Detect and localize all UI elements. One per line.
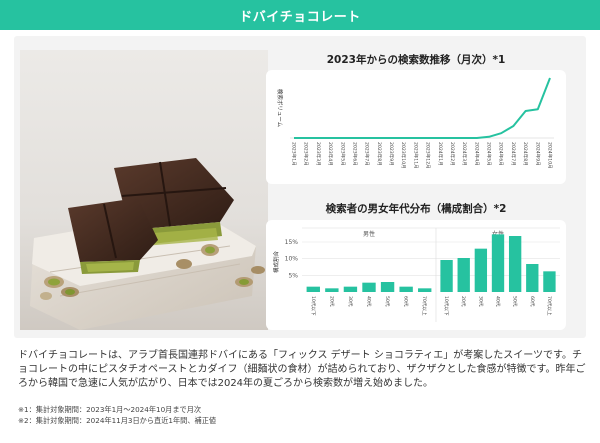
chart2-x-tick-label: 60代 <box>529 296 536 307</box>
chart1-x-tick-label: 2023年1月 <box>291 142 298 166</box>
chart2-y-tick-label: 5% <box>288 272 298 279</box>
chart2-x-tick-label: 40代 <box>366 296 373 307</box>
chart2-bar-female <box>508 236 522 292</box>
chart2-x-tick-label: 20代 <box>328 296 335 307</box>
chart2-bar-male <box>325 288 339 292</box>
chart1-x-tick-label: 2023年11月 <box>412 142 419 169</box>
chart2-x-tick-label: 60代 <box>403 296 410 307</box>
chart1-x-tick-label: 2023年6月 <box>351 142 358 166</box>
chart2-x-tick-label: 30代 <box>347 296 354 307</box>
chart2-x-tick-label: 70代以上 <box>546 296 553 316</box>
chart1-x-tick-label: 2024年5月 <box>486 142 493 166</box>
chart1-x-tick-label: 2024年9月 <box>534 142 541 166</box>
chart2-x-tick-label: 50代 <box>512 296 519 307</box>
chart2-bar-male <box>380 282 395 292</box>
footnote-2: ※2：集計対象期間：2024年11月3日から直近1年間、補正値 <box>18 416 217 425</box>
chart2-x-tick-label: 30代 <box>477 296 484 307</box>
chart2-male-label: 男性 <box>363 230 375 238</box>
chart1-x-tick-label: 2024年8月 <box>522 142 529 166</box>
chart1-x-tick-label: 2024年2月 <box>449 142 456 166</box>
chart1-x-tick-label: 2023年5月 <box>339 142 346 166</box>
chart1-x-tick-label: 2024年4月 <box>473 142 480 166</box>
footnote-1: ※1：集計対象期間：2023年1月〜2024年10月まで月次 <box>18 405 202 414</box>
chart2-bar-male <box>343 286 358 292</box>
chart2-title: 検索者の男女年代分布（構成割合）*2 <box>325 203 507 215</box>
chart1-x-tick-label: 2023年7月 <box>364 142 371 166</box>
chart2-y-axis-label: 構成割合 <box>272 251 280 274</box>
chart1-series-line <box>294 77 551 139</box>
search-trend-chart: 検索ボリューム 2023年1月 2023年2月 2023年3月 2023年4月 2023年… <box>266 70 566 184</box>
chart2-x-tick-label: 40代 <box>495 296 502 307</box>
chart2-bar-male <box>418 288 432 292</box>
chart2-y-tick-label: 15% <box>285 239 299 246</box>
chart1-x-tick-label: 2024年1月 <box>437 142 444 166</box>
chart2-x-tick-label: 70代以上 <box>421 296 428 316</box>
chart2-bar-female <box>440 260 453 292</box>
chart2-x-tick-label: 10代以下 <box>310 296 317 316</box>
chart1-x-tick-label: 2024年10月 <box>547 142 554 169</box>
chart2-bar-female <box>457 258 470 292</box>
header-title: ドバイチョコレート <box>239 9 361 25</box>
chart2-y-tick-label: 10% <box>285 256 299 263</box>
chart1-x-tick-label: 2023年4月 <box>327 142 334 166</box>
chart2-x-tick-label: 10代以下 <box>443 296 450 316</box>
chart2-bar-male <box>362 282 376 292</box>
chart2-bar-male <box>399 286 413 292</box>
chart2-x-tick-label: 50代 <box>384 296 391 307</box>
chart1-x-tick-label: 2024年6月 <box>498 142 505 166</box>
chart2-bar-female <box>491 234 505 292</box>
chart2-female-label: 女性 <box>492 230 504 238</box>
chart1-x-tick-label: 2023年3月 <box>315 142 322 166</box>
footnotes: ※1：集計対象期間：2023年1月〜2024年10月まで月次 ※2：集計対象期間… <box>18 404 588 426</box>
chart2-x-tick-label: 20代 <box>460 296 467 307</box>
chart1-x-tick-label: 2023年12月 <box>425 142 432 169</box>
chart2-bar-female <box>474 248 488 292</box>
dubai-chocolate-photo <box>20 50 268 330</box>
chart2-bar-male <box>306 286 320 292</box>
chart2-bar-female <box>543 271 556 292</box>
page-header: ドバイチョコレート <box>0 0 600 30</box>
chart1-x-tick-label: 2023年9月 <box>388 142 395 166</box>
age-gender-chart: 構成割合 15% 10% 5% 男性 女性 10代以下 20代 30代 40代 50代 60代 70代以… <box>266 220 566 330</box>
chart2-bar-female <box>526 264 539 292</box>
chart1-x-tick-label: 2024年3月 <box>461 142 468 166</box>
chart1-x-tick-label: 2024年7月 <box>510 142 517 166</box>
description-text: ドバイチョコレートは、アラブ首長国連邦ドバイにある「フィックス デザート ショコ… <box>18 350 586 390</box>
chart1-x-tick-label: 2023年2月 <box>303 142 310 166</box>
chart1-x-tick-label: 2023年10月 <box>400 142 407 169</box>
chart1-y-axis-label: 検索ボリューム <box>276 89 284 128</box>
chart1-x-tick-label: 2023年8月 <box>376 142 383 166</box>
chart1-title: 2023年からの検索数推移（月次）*1 <box>326 54 506 66</box>
